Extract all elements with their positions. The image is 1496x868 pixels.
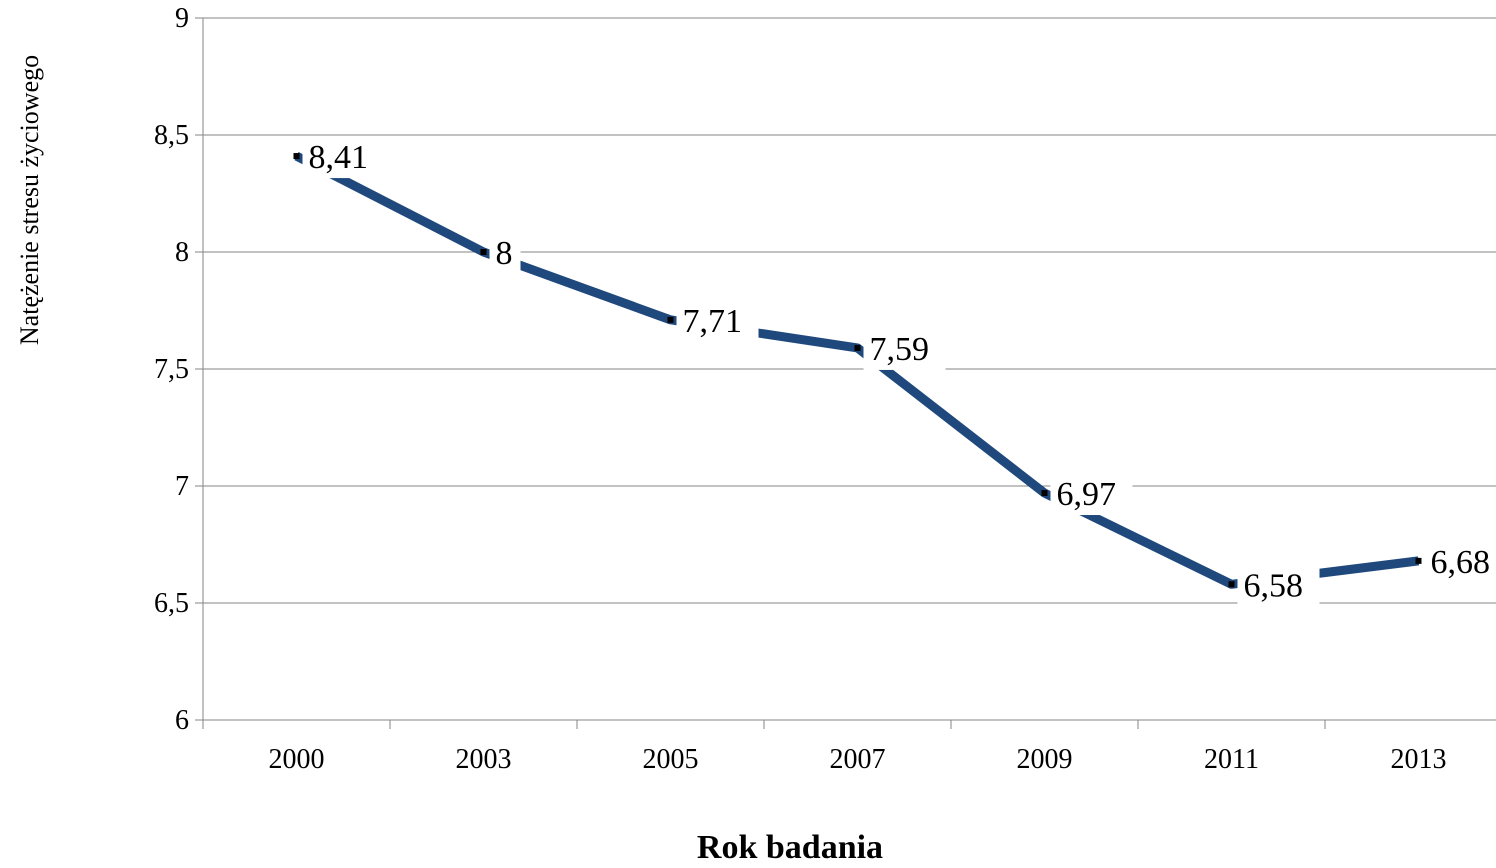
y-tick-label: 6 [175,705,189,736]
x-tick-label: 2013 [1391,744,1447,775]
data-point [1229,581,1235,587]
y-tick-label: 7,5 [154,354,189,385]
data-label: 8 [496,235,513,272]
y-tick-label: 6,5 [154,588,189,619]
y-axis-title: Natężenie stresu życiowego [15,55,44,345]
axes [195,18,1496,729]
x-tick-label: 2011 [1204,744,1259,775]
data-point [855,345,861,351]
data-point [481,249,487,255]
data-label: 7,59 [870,331,930,368]
x-tick-label: 2000 [269,744,325,775]
gridlines [203,18,1496,603]
x-tick-label: 2007 [830,744,886,775]
data-label: 6,97 [1057,476,1117,513]
data-point [294,153,300,159]
data-labels: 8,41 8 7,71 7,59 6,97 6,58 6,68 [303,138,1496,606]
x-tick-label: 2005 [643,744,699,775]
y-tick-label: 9 [175,3,189,34]
data-label: 6,58 [1244,567,1304,604]
series-line [297,156,1419,584]
data-label: 7,71 [683,303,743,340]
data-point [668,317,674,323]
data-label: 6,68 [1431,544,1491,581]
x-axis-title: Rok badania [697,829,883,863]
y-tick-label: 8,5 [154,120,189,151]
series-line-group [294,153,1422,587]
data-point [1042,490,1048,496]
y-tick-label: 8 [175,237,189,268]
data-point [1416,558,1422,564]
x-tick-label: 2009 [1017,744,1073,775]
x-tick-label: 2003 [456,744,512,775]
y-tick-label: 7 [175,471,189,502]
data-label: 8,41 [309,139,369,176]
tick-labels: 6 6,5 7 7,5 8 8,5 9 2000 2003 2005 2007 2009 2011 201… [154,3,1447,775]
